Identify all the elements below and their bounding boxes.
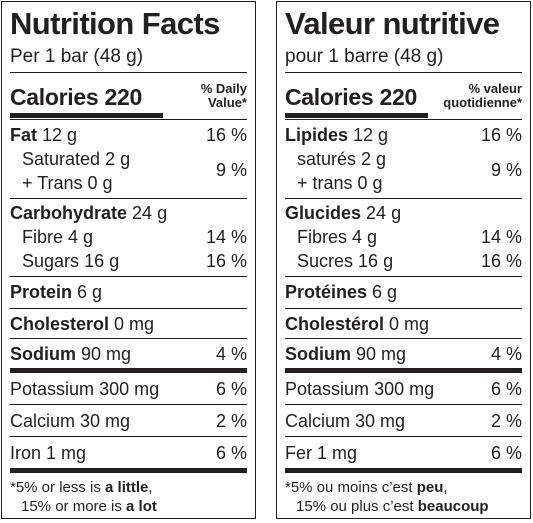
- divider: [285, 72, 522, 73]
- calories-rule: [285, 113, 428, 118]
- divider: [10, 276, 247, 277]
- nutrition-facts-panel-en: Nutrition Facts Per 1 bar (48 g) Calorie…: [1, 1, 256, 519]
- calories-value: 220: [104, 84, 142, 110]
- calories-rule: [10, 113, 163, 118]
- panel-title: Valeur nutritive: [285, 6, 500, 41]
- divider: [285, 308, 522, 309]
- divider: [285, 276, 522, 277]
- thick-divider: [10, 468, 247, 473]
- divider: [10, 404, 247, 405]
- divider: [285, 404, 522, 405]
- calories-line: Calories 220: [285, 83, 417, 111]
- calories-label: Calories: [285, 84, 374, 110]
- calories-line: Calories 220: [10, 83, 142, 111]
- footnote: *5% or less is a little, 15% or more is …: [10, 479, 157, 515]
- daily-value-header: % valeur quotidienne*: [443, 81, 522, 110]
- divider: [285, 338, 522, 339]
- serving-size: Per 1 bar (48 g): [10, 46, 144, 67]
- nutrition-facts-panel-fr: Valeur nutritive pour 1 barre (48 g) Cal…: [276, 1, 531, 519]
- thick-divider: [285, 468, 522, 473]
- divider: [285, 436, 522, 437]
- divider: [10, 119, 247, 120]
- calories-label: Calories: [10, 84, 99, 110]
- panel-title: Nutrition Facts: [10, 6, 220, 41]
- thick-divider: [285, 368, 522, 373]
- divider: [285, 119, 522, 120]
- calories-value: 220: [379, 84, 417, 110]
- thick-divider: [10, 368, 247, 373]
- divider: [10, 338, 247, 339]
- daily-value-header: % Daily Value*: [200, 81, 247, 110]
- serving-size: pour 1 barre (48 g): [285, 46, 444, 67]
- divider: [10, 198, 247, 199]
- divider: [285, 198, 522, 199]
- divider: [10, 436, 247, 437]
- divider: [10, 72, 247, 73]
- divider: [10, 308, 247, 309]
- footnote: *5% ou moins c’est peu, 15% ou plus c’es…: [285, 479, 489, 515]
